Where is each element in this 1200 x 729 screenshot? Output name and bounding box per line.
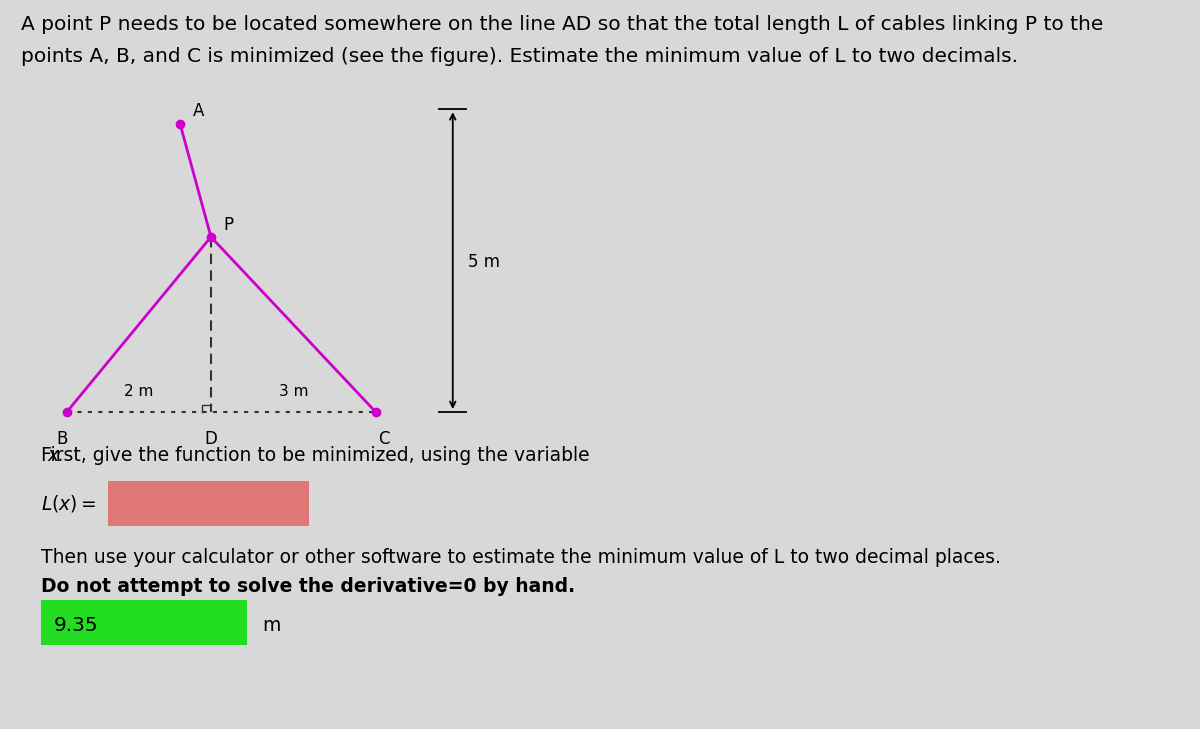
Text: P: P xyxy=(223,216,234,234)
Text: A: A xyxy=(192,102,204,120)
Text: 5 m: 5 m xyxy=(468,254,500,271)
Text: 9.35: 9.35 xyxy=(54,616,98,635)
Text: A point P needs to be located somewhere on the line AD so that the total length : A point P needs to be located somewhere … xyxy=(20,15,1103,34)
Text: First, give the function to be minimized, using the variable: First, give the function to be minimized… xyxy=(41,446,595,465)
Text: D: D xyxy=(204,430,217,448)
Text: C: C xyxy=(378,430,390,448)
Text: 3 m: 3 m xyxy=(278,383,308,399)
Bar xyxy=(108,481,308,526)
Text: points A, B, and C is minimized (see the figure). Estimate the minimum value of : points A, B, and C is minimized (see the… xyxy=(20,47,1018,66)
Text: $L(x) =$: $L(x) =$ xyxy=(41,493,97,513)
Bar xyxy=(41,600,247,645)
Text: Do not attempt to solve the derivative=0 by hand.: Do not attempt to solve the derivative=0… xyxy=(41,577,575,596)
Text: Then use your calculator or other software to estimate the minimum value of L to: Then use your calculator or other softwa… xyxy=(41,548,1001,567)
Text: m: m xyxy=(263,616,281,635)
Text: x.: x. xyxy=(48,446,65,465)
Text: B: B xyxy=(56,430,67,448)
Text: 2 m: 2 m xyxy=(125,383,154,399)
